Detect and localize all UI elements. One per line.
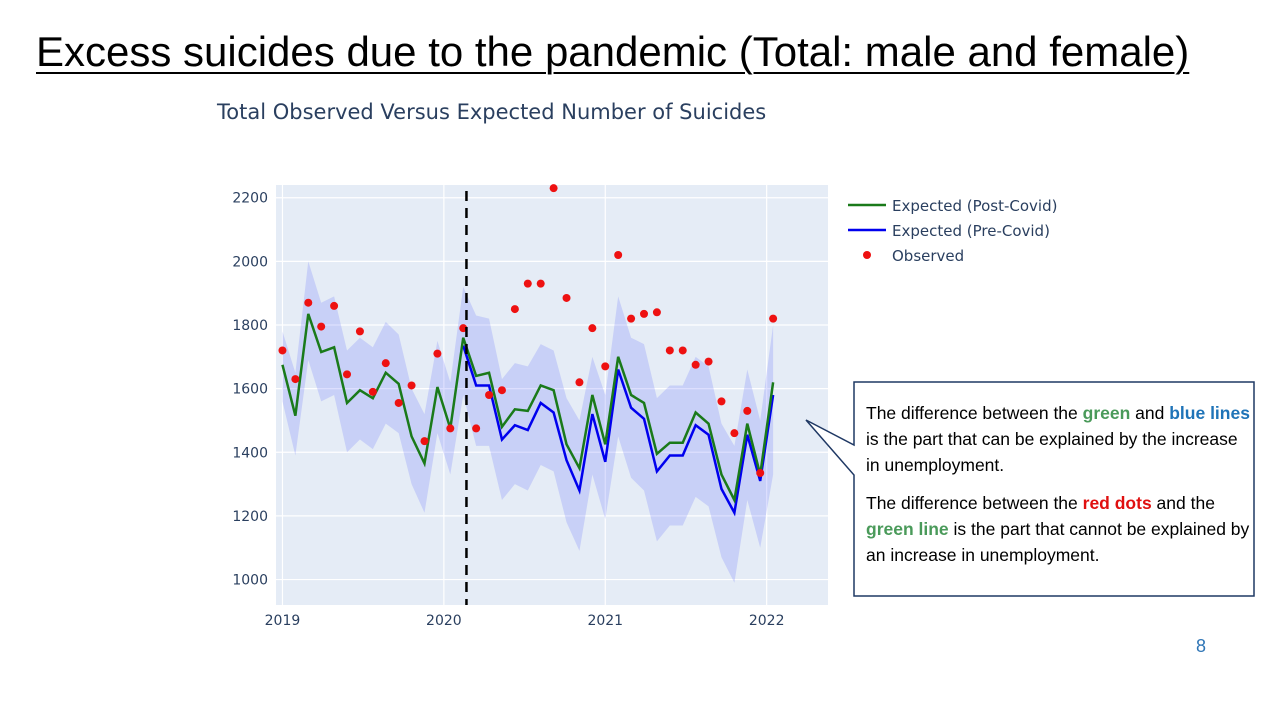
observed-point	[485, 391, 494, 399]
observed-point	[497, 386, 506, 395]
page-number: 8	[1196, 636, 1207, 656]
observed-point	[381, 359, 390, 368]
observed-point	[278, 346, 287, 355]
observed-point	[394, 398, 403, 407]
observed-point	[730, 429, 739, 438]
observed-point	[601, 362, 610, 371]
observed-point	[614, 251, 623, 259]
observed-point	[446, 424, 455, 433]
observed-point	[652, 308, 661, 317]
x-tick-label: 2022	[749, 613, 785, 629]
x-tick-label: 2019	[265, 613, 301, 629]
observed-point	[433, 349, 442, 358]
observed-point	[549, 184, 558, 193]
y-axis-ticks: 1000 1200 1400 1600 1800 2000 2200	[232, 191, 268, 589]
observed-point	[523, 279, 532, 288]
legend-label-post-covid: Expected (Post-Covid)	[892, 197, 1057, 215]
observed-point	[743, 406, 752, 415]
observed-point	[291, 375, 300, 384]
x-tick-label: 2020	[426, 613, 462, 629]
observed-point	[355, 327, 364, 336]
callout-paragraph-1: The difference between the green and blu…	[866, 403, 1250, 475]
series-line-expected-pre-covid	[462, 345, 775, 517]
observed-point	[536, 279, 545, 288]
y-tick-label: 2200	[232, 191, 268, 207]
observed-point	[717, 397, 726, 406]
y-tick-label: 1400	[232, 445, 268, 461]
legend: Expected (Post-Covid) Expected (Pre-Covi…	[848, 197, 1057, 265]
series-line-expected-post-covid	[281, 313, 775, 504]
observed-point	[756, 468, 765, 477]
chart-title: Total Observed Versus Expected Number of…	[217, 100, 767, 124]
observed-point	[588, 324, 597, 333]
observed-point	[704, 357, 713, 366]
legend-label-observed: Observed	[892, 247, 964, 265]
callout-box	[805, 381, 1255, 597]
observed-point	[472, 424, 481, 433]
observed-point	[691, 360, 700, 369]
observed-point	[665, 346, 674, 355]
observed-points	[278, 184, 778, 477]
observed-point	[640, 309, 648, 318]
y-tick-label: 1800	[232, 318, 268, 334]
observed-point	[407, 381, 416, 390]
slide-title: Excess suicides due to the pandemic (Tot…	[36, 28, 1190, 75]
y-tick-label: 1600	[232, 382, 268, 398]
observed-point	[769, 314, 778, 323]
x-axis-ticks: 2019 2020 2021 2022	[265, 613, 785, 629]
observed-point	[368, 387, 377, 396]
observed-point	[510, 305, 519, 314]
observed-point	[304, 298, 313, 307]
observed-point	[317, 322, 326, 331]
callout-text: The difference between the green and blu…	[866, 400, 1251, 580]
observed-point	[343, 370, 352, 379]
observed-point	[678, 346, 687, 355]
observed-point	[562, 293, 571, 302]
observed-point	[330, 301, 339, 310]
observed-point	[420, 437, 429, 446]
y-tick-label: 1200	[232, 509, 268, 525]
legend-item-observed[interactable]: Observed	[863, 247, 964, 265]
confidence-band	[282, 261, 774, 583]
observed-point	[627, 314, 636, 323]
callout-paragraph-2: The difference between the red dots and …	[866, 493, 1250, 565]
legend-item-post-covid[interactable]: Expected (Post-Covid)	[848, 197, 1057, 215]
y-tick-label: 1000	[232, 573, 268, 589]
legend-item-pre-covid[interactable]: Expected (Pre-Covid)	[848, 222, 1050, 240]
y-tick-label: 2000	[232, 254, 268, 270]
legend-label-pre-covid: Expected (Pre-Covid)	[892, 222, 1050, 240]
x-tick-label: 2021	[587, 613, 623, 629]
observed-point	[575, 378, 584, 387]
